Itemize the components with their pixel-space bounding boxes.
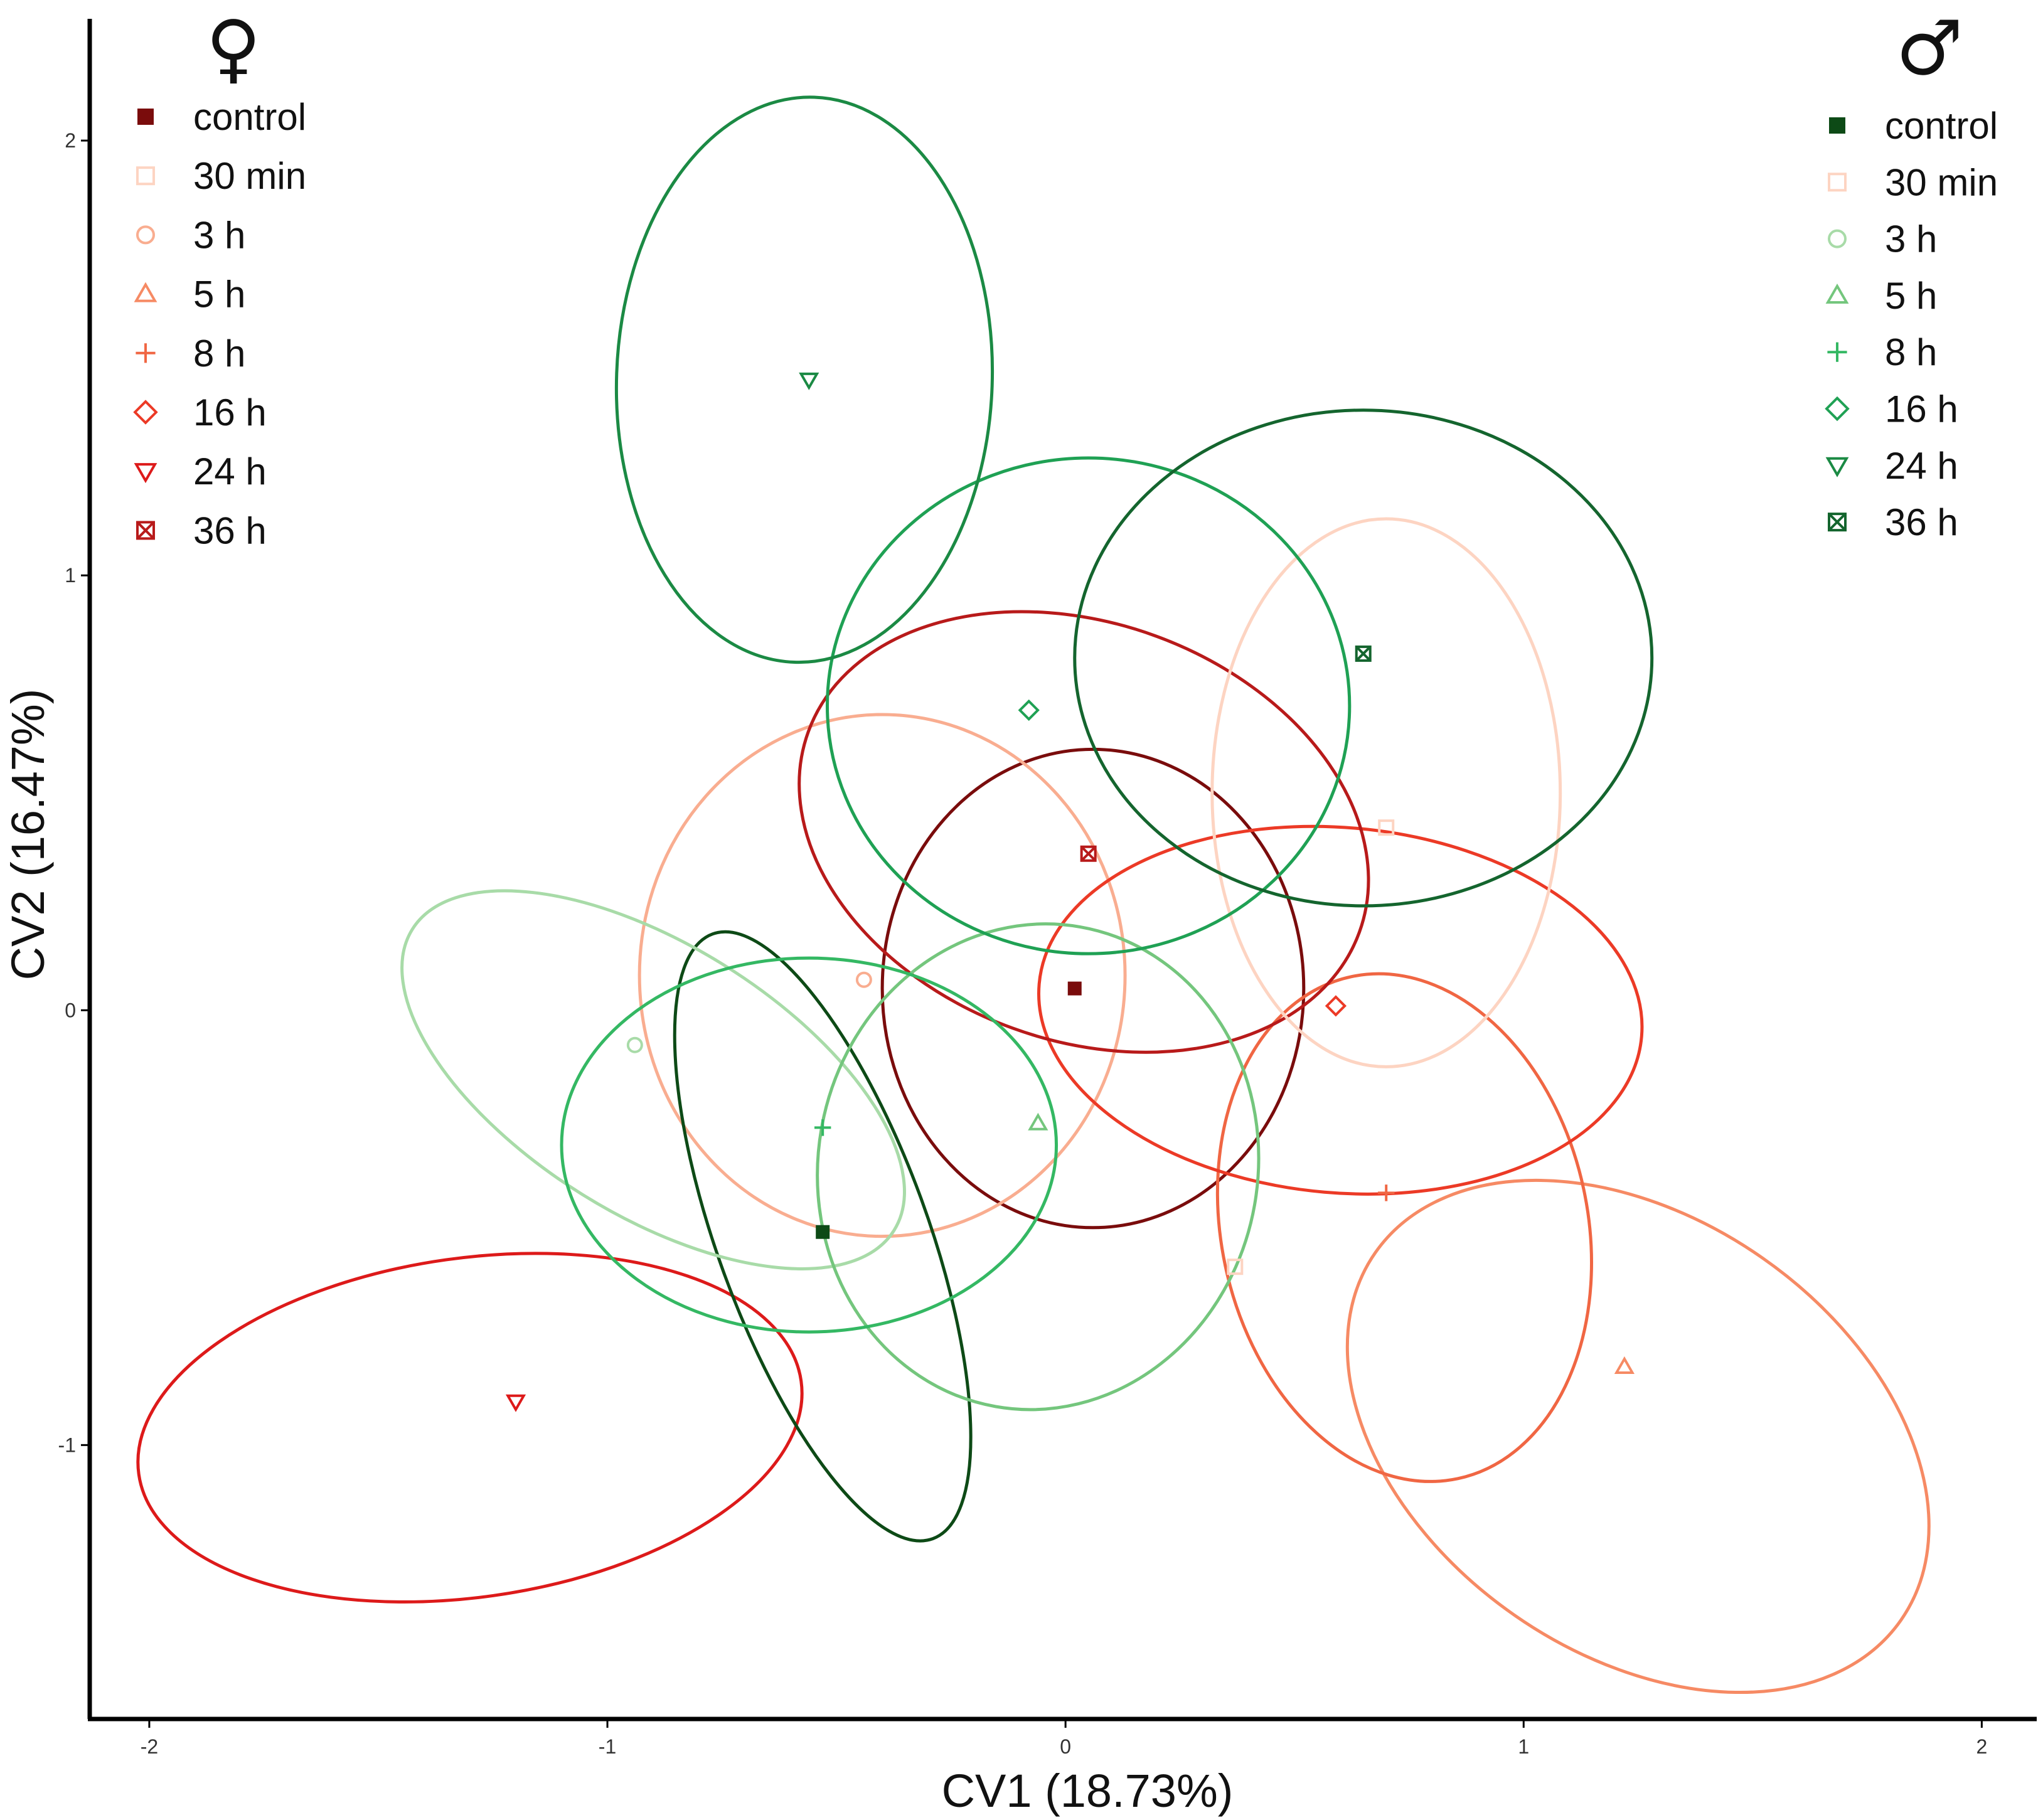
female-legend-3-h-marker (136, 225, 155, 245)
female-legend-control-label: control (193, 96, 306, 138)
x-tick-label: 0 (1060, 1735, 1071, 1758)
female-16-h-ellipse (1037, 824, 1644, 1196)
male-control-point (816, 1225, 830, 1239)
male-legend-8-h-marker (1827, 342, 1847, 362)
male-legend-24-h-marker (1825, 457, 1849, 477)
legend-female: control 30 min 3 h 5 h 8 h 16 h 24 h 36 h (133, 96, 306, 551)
male-8-h-point (814, 1119, 831, 1136)
axes (87, 19, 2037, 1722)
female-legend-3-h-label: 3 h (193, 214, 245, 256)
female-5-h-ellipse (1345, 1178, 1931, 1695)
y-tick-label: 2 (65, 129, 76, 152)
markers-layer (505, 372, 1635, 1412)
y-tick-label: -1 (58, 1434, 76, 1456)
female-legend-control-marker (137, 109, 154, 125)
x-tick-label: -1 (599, 1735, 616, 1758)
male-symbol: ♂ (1896, 5, 1963, 92)
female-24-h-ellipse (136, 1252, 804, 1604)
male-3-h-ellipse (400, 889, 906, 1270)
female-control-point (1067, 981, 1082, 996)
ellipses-layer (136, 95, 1931, 1695)
female-36-h-ellipse (797, 610, 1370, 1054)
male-24-h-ellipse (614, 95, 995, 664)
female-legend-36-h-marker (136, 521, 155, 540)
ticks-layer: -2 -1 0 1 2 -1 0 1 2 (58, 129, 1988, 1758)
legend-male: control 30 min 3 h 5 h 8 h 16 h 24 h 36 h (1825, 105, 1998, 543)
female-legend-30-min-label: 30 min (193, 155, 306, 197)
x-tick-label: 1 (1518, 1735, 1529, 1758)
male-legend-5-h-marker (1825, 283, 1849, 304)
female-legend-8-h-marker (136, 343, 156, 363)
male-legend-24-h-label: 24 h (1885, 445, 1958, 487)
female-legend-24-h-label: 24 h (193, 450, 267, 492)
male-legend-control-marker (1829, 117, 1845, 134)
male-36-h-ellipse (1073, 408, 1654, 908)
female-legend-24-h-marker (134, 463, 157, 484)
x-tick-label: 2 (1976, 1735, 1987, 1758)
female-legend-36-h-label: 36 h (193, 509, 267, 551)
x-tick-label: -2 (141, 1735, 158, 1758)
y-axis-title: CV2 (16.47%) (2, 689, 54, 981)
male-16-h-point (1018, 699, 1040, 721)
male-legend-30-min-marker (1828, 173, 1847, 192)
y-tick-label: 1 (65, 564, 76, 587)
female-legend-16-h-marker (133, 400, 158, 425)
female-8-h-point (1378, 1184, 1395, 1201)
male-legend-3-h-marker (1828, 229, 1847, 248)
male-24-h-point (799, 372, 819, 390)
x-axis-title: CV1 (18.73%) (942, 1765, 1234, 1817)
female-30-min-point (1227, 1259, 1244, 1275)
female-legend-30-min-marker (136, 166, 155, 186)
male-legend-16-h-marker (1825, 396, 1850, 422)
male-30-min-point (1378, 819, 1395, 836)
male-legend-36-h-label: 36 h (1885, 501, 1958, 543)
male-control-ellipse (673, 930, 973, 1543)
female-16-h-point (1325, 995, 1347, 1017)
female-3-h-point (855, 971, 872, 988)
male-8-h-ellipse (560, 956, 1059, 1334)
male-16-h-ellipse (825, 456, 1352, 955)
y-tick-label: 0 (65, 999, 76, 1021)
male-legend-8-h-label: 8 h (1885, 331, 1937, 373)
male-legend-36-h-marker (1828, 513, 1847, 532)
male-36-h-point (1355, 645, 1372, 662)
male-legend-control-label: control (1885, 105, 1998, 147)
male-3-h-point (626, 1036, 643, 1053)
female-symbol: ♀ (206, 5, 261, 92)
male-legend-30-min-label: 30 min (1885, 161, 1998, 203)
female-legend-8-h-label: 8 h (193, 333, 245, 375)
female-8-h-ellipse (1215, 972, 1593, 1483)
female-36-h-point (1080, 845, 1097, 862)
male-legend-5-h-label: 5 h (1885, 275, 1937, 317)
female-control-ellipse (880, 747, 1306, 1230)
male-5-h-point (1028, 1112, 1048, 1131)
female-legend-16-h-label: 16 h (193, 391, 267, 434)
female-legend-5-h-label: 5 h (193, 274, 245, 316)
female-5-h-point (1614, 1356, 1635, 1374)
female-24-h-point (505, 1394, 526, 1412)
male-legend-3-h-label: 3 h (1885, 218, 1937, 260)
female-3-h-ellipse (637, 713, 1127, 1238)
female-legend-5-h-marker (134, 282, 157, 302)
male-30-min-ellipse (1210, 517, 1562, 1068)
male-legend-16-h-label: 16 h (1885, 388, 1958, 430)
